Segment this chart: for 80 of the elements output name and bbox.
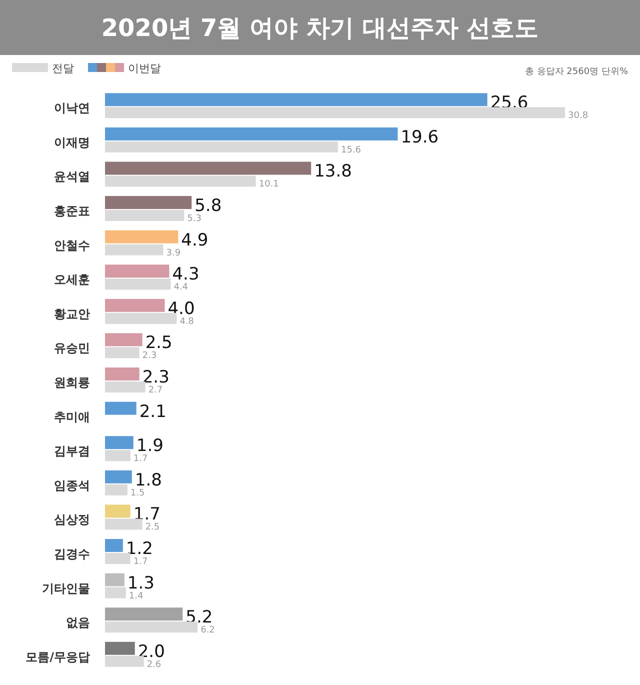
bar bbox=[105, 436, 134, 450]
data-label: 2.7 bbox=[148, 386, 163, 396]
bar bbox=[105, 93, 488, 106]
data-label: 19.6 bbox=[400, 127, 439, 148]
y-tick-label: 오세훈 bbox=[54, 272, 90, 287]
y-tick-label: 모름/무응답 bbox=[26, 650, 90, 664]
data-label: 1.2 bbox=[126, 538, 153, 559]
bar bbox=[105, 642, 135, 655]
y-tick-label: 심상정 bbox=[54, 512, 90, 527]
y-tick-label: 이재명 bbox=[54, 135, 90, 150]
bar bbox=[105, 196, 192, 210]
y-tick-label: 홍준표 bbox=[54, 204, 90, 218]
bar bbox=[105, 552, 130, 564]
y-tick-label: 없음 bbox=[66, 616, 90, 630]
data-label: 30.8 bbox=[568, 111, 588, 122]
data-label: 1.7 bbox=[133, 454, 148, 464]
bar bbox=[105, 504, 130, 518]
y-tick-label: 이낙연 bbox=[54, 101, 90, 116]
data-label: 1.4 bbox=[128, 591, 144, 602]
bar bbox=[105, 608, 183, 621]
data-label: 4.0 bbox=[168, 298, 195, 319]
chart-title: 2020년 7월 여야 차기 대선주자 선호도 bbox=[101, 14, 539, 42]
y-tick-label: 김부겸 bbox=[54, 444, 90, 458]
y-tick-label: 김경수 bbox=[54, 546, 90, 561]
bar bbox=[105, 470, 132, 484]
data-label: 2.3 bbox=[142, 368, 170, 388]
data-label: 1.8 bbox=[134, 470, 162, 490]
data-label: 15.6 bbox=[340, 145, 362, 156]
y-tick-label: 추미애 bbox=[54, 410, 90, 424]
bar bbox=[105, 484, 128, 496]
bar bbox=[105, 333, 142, 346]
legend-label: 전달 bbox=[52, 62, 74, 75]
bar bbox=[105, 176, 256, 187]
bar bbox=[105, 210, 184, 222]
data-label: 6.2 bbox=[200, 626, 215, 636]
bar bbox=[105, 622, 198, 633]
y-tick-label: 황교안 bbox=[54, 306, 90, 321]
bar bbox=[105, 312, 177, 324]
data-label: 13.8 bbox=[314, 162, 352, 182]
bar bbox=[105, 347, 140, 358]
bar bbox=[105, 244, 164, 256]
bar bbox=[105, 656, 144, 667]
data-label: 2.3 bbox=[142, 351, 157, 362]
bar bbox=[105, 382, 146, 392]
y-tick-label: 유승민 bbox=[54, 341, 90, 356]
y-tick-label: 임종석 bbox=[54, 478, 90, 492]
y-tick-label: 안철수 bbox=[54, 238, 90, 252]
bar bbox=[105, 127, 398, 140]
bar bbox=[105, 518, 142, 530]
data-label: 2.6 bbox=[146, 660, 162, 670]
data-label: 2.0 bbox=[138, 642, 165, 662]
data-label: 4.9 bbox=[181, 230, 208, 250]
data-label: 1.5 bbox=[130, 488, 145, 498]
data-label: 10.1 bbox=[258, 180, 279, 190]
data-label: 4.4 bbox=[174, 282, 188, 293]
data-label: 4.8 bbox=[180, 316, 194, 327]
bar bbox=[105, 162, 312, 175]
bar bbox=[105, 573, 124, 586]
data-label: 3.9 bbox=[166, 248, 181, 258]
bar bbox=[105, 264, 170, 278]
y-tick-label: 원희룡 bbox=[54, 376, 90, 390]
data-label: 1.3 bbox=[127, 573, 154, 594]
y-tick-label: 기타인물 bbox=[42, 581, 90, 596]
bar bbox=[105, 141, 338, 152]
bar bbox=[105, 587, 126, 598]
bar bbox=[105, 538, 123, 552]
legend-label: 이번달 bbox=[128, 62, 161, 75]
bar bbox=[105, 278, 171, 290]
bar bbox=[105, 107, 565, 118]
bar bbox=[105, 368, 140, 380]
data-label: 2.1 bbox=[139, 402, 166, 422]
data-label: 1.7 bbox=[133, 556, 148, 567]
y-tick-label: 윤석열 bbox=[54, 170, 90, 184]
bar bbox=[105, 402, 136, 415]
bar bbox=[105, 298, 165, 312]
text: 총 응답자 2560명 단위% bbox=[524, 67, 628, 77]
data-label: 2.5 bbox=[145, 522, 160, 533]
bar bbox=[105, 230, 178, 244]
data-label: 5.3 bbox=[187, 214, 202, 224]
bar bbox=[105, 450, 130, 462]
